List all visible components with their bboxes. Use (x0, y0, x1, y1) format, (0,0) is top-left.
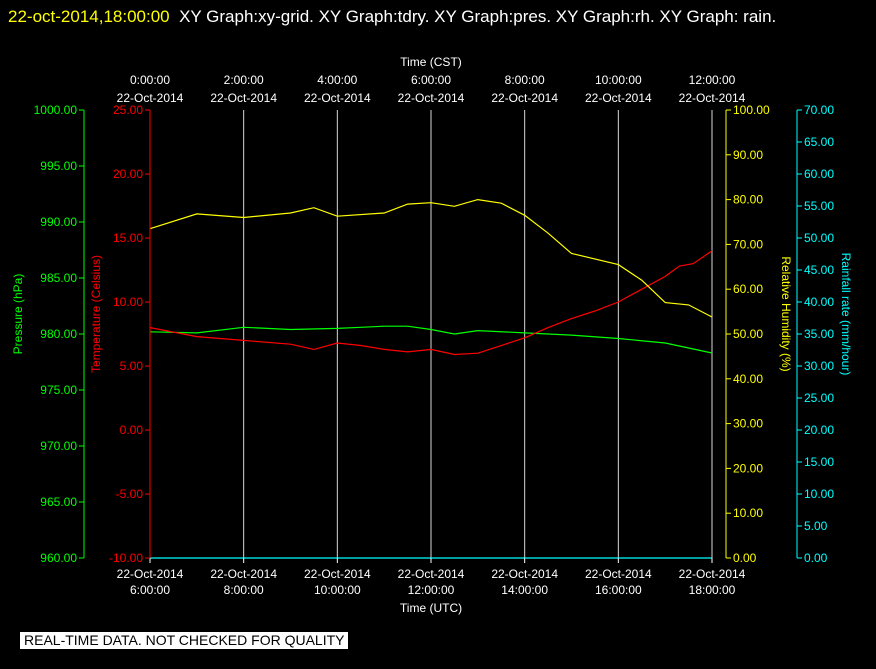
pressure-tick-label: 1000.00 (34, 103, 78, 117)
rainfall-tick-label: 65.00 (804, 135, 834, 149)
temperature-tick-label: 15.00 (113, 231, 143, 245)
x-top-tick-date: 22-Oct-2014 (304, 91, 371, 105)
humidity-tick-label: 60.00 (733, 282, 763, 296)
x-top-tick-date: 22-Oct-2014 (398, 91, 465, 105)
temperature-tick-label: 20.00 (113, 167, 143, 181)
graph-list: XY Graph:xy-grid. XY Graph:tdry. XY Grap… (179, 7, 777, 26)
x-bottom-tick-time: 12:00:00 (408, 583, 455, 597)
pressure-tick-label: 965.00 (40, 495, 77, 509)
rainfall-tick-label: 20.00 (804, 423, 834, 437)
temperature-tick-label: 25.00 (113, 103, 143, 117)
temperature-series-line (149, 250, 713, 356)
temperature-tick-label: 5.00 (120, 359, 144, 373)
x-bottom-tick-date: 22-Oct-2014 (117, 567, 184, 581)
temperature-tick-label: -10.00 (109, 551, 143, 565)
rainfall-tick-label: 5.00 (804, 519, 828, 533)
pressure-tick-label: 960.00 (40, 551, 77, 565)
x-bottom-tick-time: 16:00:00 (595, 583, 642, 597)
x-bottom-tick-date: 22-Oct-2014 (679, 567, 746, 581)
pressure-axis-label: Pressure (hPa) (11, 274, 25, 355)
x-bottom-tick-time: 10:00:00 (314, 583, 361, 597)
humidity-tick-label: 10.00 (733, 506, 763, 520)
humidity-tick-label: 20.00 (733, 461, 763, 475)
timestamp: 22-oct-2014,18:00:00 (8, 7, 170, 26)
pressure-tick-label: 975.00 (40, 383, 77, 397)
pressure-series-line (149, 325, 713, 354)
x-bottom-tick-date: 22-Oct-2014 (398, 567, 465, 581)
x-top-tick-date: 22-Oct-2014 (117, 91, 184, 105)
rainfall-tick-label: 45.00 (804, 263, 834, 277)
x-top-tick-date: 22-Oct-2014 (210, 91, 277, 105)
rainfall-tick-label: 60.00 (804, 167, 834, 181)
humidity-tick-label: 90.00 (733, 148, 763, 162)
x-bottom-axis-label: Time (UTC) (400, 601, 462, 615)
rainfall-tick-label: 40.00 (804, 295, 834, 309)
x-bottom-tick-date: 22-Oct-2014 (491, 567, 558, 581)
rainfall-tick-label: 70.00 (804, 103, 834, 117)
x-top-tick-time: 10:00:00 (595, 73, 642, 87)
rainfall-tick-label: 55.00 (804, 199, 834, 213)
rainfall-tick-label: 0.00 (804, 551, 828, 565)
temperature-tick-label: 0.00 (120, 423, 144, 437)
x-top-tick-time: 4:00:00 (317, 73, 357, 87)
rainfall-tick-label: 50.00 (804, 231, 834, 245)
rainfall-tick-label: 35.00 (804, 327, 834, 341)
humidity-axis-label: Relative Humidity (%) (779, 256, 793, 371)
humidity-tick-label: 50.00 (733, 327, 763, 341)
x-top-tick-time: 8:00:00 (505, 73, 545, 87)
x-top-tick-time: 0:00:00 (130, 73, 170, 87)
x-bottom-tick-time: 8:00:00 (224, 583, 264, 597)
x-top-axis-label: Time (CST) (400, 55, 462, 69)
rainfall-axis-label: Rainfall rate (mm/hour) (839, 253, 853, 376)
x-bottom-tick-date: 22-Oct-2014 (304, 567, 371, 581)
humidity-tick-label: 100.00 (733, 103, 770, 117)
humidity-tick-label: 40.00 (733, 372, 763, 386)
x-top-tick-date: 22-Oct-2014 (679, 91, 746, 105)
humidity-series-line (149, 198, 713, 318)
pressure-tick-label: 995.00 (40, 159, 77, 173)
x-top-tick-date: 22-Oct-2014 (491, 91, 558, 105)
x-bottom-tick-time: 18:00:00 (689, 583, 736, 597)
quality-notice: REAL-TIME DATA. NOT CHECKED FOR QUALITY (20, 632, 349, 649)
rainfall-tick-label: 25.00 (804, 391, 834, 405)
x-bottom-tick-time: 6:00:00 (130, 583, 170, 597)
temperature-axis-label: Temperature (Celsius) (89, 255, 103, 373)
humidity-tick-label: 30.00 (733, 417, 763, 431)
x-top-tick-time: 6:00:00 (411, 73, 451, 87)
humidity-tick-label: 80.00 (733, 193, 763, 207)
rainfall-tick-label: 15.00 (804, 455, 834, 469)
pressure-tick-label: 985.00 (40, 271, 77, 285)
humidity-tick-label: 0.00 (733, 551, 757, 565)
x-top-tick-date: 22-Oct-2014 (585, 91, 652, 105)
x-top-tick-time: 2:00:00 (224, 73, 264, 87)
x-bottom-tick-date: 22-Oct-2014 (210, 567, 277, 581)
pressure-tick-label: 990.00 (40, 215, 77, 229)
x-bottom-tick-time: 14:00:00 (501, 583, 548, 597)
pressure-tick-label: 980.00 (40, 327, 77, 341)
rainfall-tick-label: 10.00 (804, 487, 834, 501)
pressure-tick-label: 970.00 (40, 439, 77, 453)
grid-lines (149, 110, 713, 558)
temperature-tick-label: -5.00 (116, 487, 144, 501)
axes-group (79, 109, 802, 563)
humidity-tick-label: 70.00 (733, 237, 763, 251)
x-top-tick-time: 12:00:00 (689, 73, 736, 87)
x-bottom-tick-date: 22-Oct-2014 (585, 567, 652, 581)
temperature-tick-label: 10.00 (113, 295, 143, 309)
graph-title: 22-oct-2014,18:00:00 XY Graph:xy-grid. X… (8, 2, 868, 31)
rainfall-tick-label: 30.00 (804, 359, 834, 373)
labels-group: 22-Oct-2014 6:00:00 22-Oct-2014 8:00:00 22-O… (11, 55, 853, 615)
